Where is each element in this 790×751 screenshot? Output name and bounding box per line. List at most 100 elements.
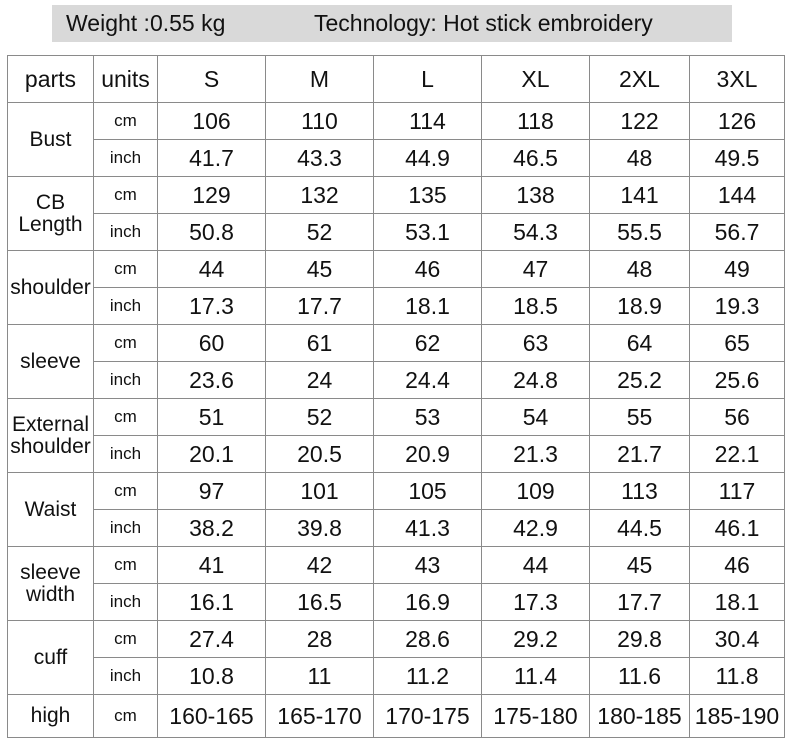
- row: sleeve cm 60 61 62 63 64 65: [7, 324, 785, 399]
- value-cell: 38.2: [157, 509, 266, 547]
- value-cell: 110: [265, 102, 374, 140]
- value-cell: 44.5: [589, 509, 690, 547]
- row: cuff cm 27.4 28 28.6 29.2 29.8 30.4: [7, 620, 785, 695]
- value-cell: 42.9: [481, 509, 590, 547]
- value-cell: 42: [265, 546, 374, 584]
- part-text: sleeve: [20, 349, 81, 373]
- value-cell: 175-180: [481, 694, 590, 738]
- value-cell: 46.1: [689, 509, 785, 547]
- value-cell: 54.3: [481, 213, 590, 251]
- column-header: units: [93, 55, 158, 103]
- column-header: 2XL: [589, 55, 690, 103]
- value-cell: 54: [481, 398, 590, 436]
- value-cell: 24.4: [373, 361, 482, 399]
- value-cell: 44: [157, 250, 266, 288]
- part-label: high: [7, 694, 94, 738]
- part-text: sleeve width: [20, 560, 81, 606]
- value-cell: 18.5: [481, 287, 590, 325]
- row: CB Length cm 129 132 135 138 141 144: [7, 176, 785, 251]
- part-label: sleeve: [7, 324, 94, 399]
- header-bar: Weight :0.55 kg Technology: Hot stick em…: [52, 5, 732, 42]
- value-cell: 114: [373, 102, 482, 140]
- part-label: Waist: [7, 472, 94, 547]
- value-cell: 170-175: [373, 694, 482, 738]
- unit-label: cm: [93, 398, 158, 436]
- value-cell: 20.5: [265, 435, 374, 473]
- part-text: CB Length: [18, 190, 83, 236]
- part-label: CB Length: [7, 176, 94, 251]
- value-cell: 43.3: [265, 139, 374, 177]
- value-cell: 55: [589, 398, 690, 436]
- row: Waist cm 97 101 105 109 113 117: [7, 472, 785, 547]
- value-cell: 17.7: [589, 583, 690, 621]
- part-text: Bust: [29, 127, 72, 151]
- value-cell: 109: [481, 472, 590, 510]
- value-cell: 24: [265, 361, 374, 399]
- value-cell: 22.1: [689, 435, 785, 473]
- row: inch 23.6 24 24.4 24.8 25.2 25.6: [8, 361, 785, 399]
- column-header: S: [157, 55, 266, 103]
- value-cell: 122: [589, 102, 690, 140]
- value-cell: 29.8: [589, 620, 690, 658]
- value-cell: 43: [373, 546, 482, 584]
- value-cell: 11: [265, 657, 374, 695]
- unit-label: inch: [93, 435, 158, 473]
- value-cell: 11.2: [373, 657, 482, 695]
- unit-label: cm: [93, 176, 158, 214]
- value-cell: 11.6: [589, 657, 690, 695]
- value-cell: 52: [265, 398, 374, 436]
- row: sleeve width cm 41 42 43 44 45 46: [7, 546, 785, 621]
- value-cell: 61: [265, 324, 374, 362]
- row: External shoulder cm 51 52 53 54 55 56: [7, 398, 785, 473]
- column-header: M: [265, 55, 374, 103]
- row: high cm 160-165 165-170 170-175 175-180 180-18…: [7, 694, 785, 738]
- value-cell: 129: [157, 176, 266, 214]
- value-cell: 46: [373, 250, 482, 288]
- unit-label: inch: [93, 213, 158, 251]
- size-table: parts units S M L XL 2XL 3XL Bust cm 106 110 114 118 1…: [7, 55, 785, 738]
- value-cell: 105: [373, 472, 482, 510]
- value-cell: 20.1: [157, 435, 266, 473]
- part-text: External shoulder: [10, 412, 91, 458]
- value-cell: 113: [589, 472, 690, 510]
- unit-label: cm: [93, 324, 158, 362]
- value-cell: 23.6: [157, 361, 266, 399]
- row: Bust cm 106 110 114 118 122 126: [7, 102, 785, 177]
- unit-label: inch: [93, 361, 158, 399]
- row: inch 41.7 43.3 44.9 46.5 48 49.5: [8, 139, 785, 177]
- part-text: Waist: [24, 497, 77, 521]
- value-cell: 30.4: [689, 620, 785, 658]
- value-cell: 51: [157, 398, 266, 436]
- value-cell: 49: [689, 250, 785, 288]
- technology: Technology: Hot stick embroidery: [314, 10, 653, 36]
- part-text: shoulder: [10, 275, 91, 299]
- part-text: high: [30, 704, 71, 727]
- row: shoulder cm 44 45 46 47 48 49: [7, 250, 785, 325]
- value-cell: 138: [481, 176, 590, 214]
- value-cell: 25.2: [589, 361, 690, 399]
- unit-label: cm: [93, 694, 158, 738]
- value-cell: 16.9: [373, 583, 482, 621]
- value-cell: 41.3: [373, 509, 482, 547]
- value-cell: 39.8: [265, 509, 374, 547]
- value-cell: 165-170: [265, 694, 374, 738]
- unit-label: inch: [93, 287, 158, 325]
- value-cell: 48: [589, 250, 690, 288]
- row: inch 17.3 17.7 18.1 18.5 18.9 19.3: [8, 287, 785, 325]
- value-cell: 126: [689, 102, 785, 140]
- value-cell: 56: [689, 398, 785, 436]
- value-cell: 49.5: [689, 139, 785, 177]
- part-text: cuff: [33, 645, 68, 669]
- value-cell: 16.5: [265, 583, 374, 621]
- value-cell: 46: [689, 546, 785, 584]
- value-cell: 63: [481, 324, 590, 362]
- unit-label: cm: [93, 472, 158, 510]
- header-row: parts units S M L XL 2XL 3XL: [7, 55, 785, 103]
- value-cell: 160-165: [157, 694, 266, 738]
- value-cell: 180-185: [589, 694, 690, 738]
- value-cell: 29.2: [481, 620, 590, 658]
- value-cell: 17.3: [481, 583, 590, 621]
- value-cell: 25.6: [689, 361, 785, 399]
- value-cell: 52: [265, 213, 374, 251]
